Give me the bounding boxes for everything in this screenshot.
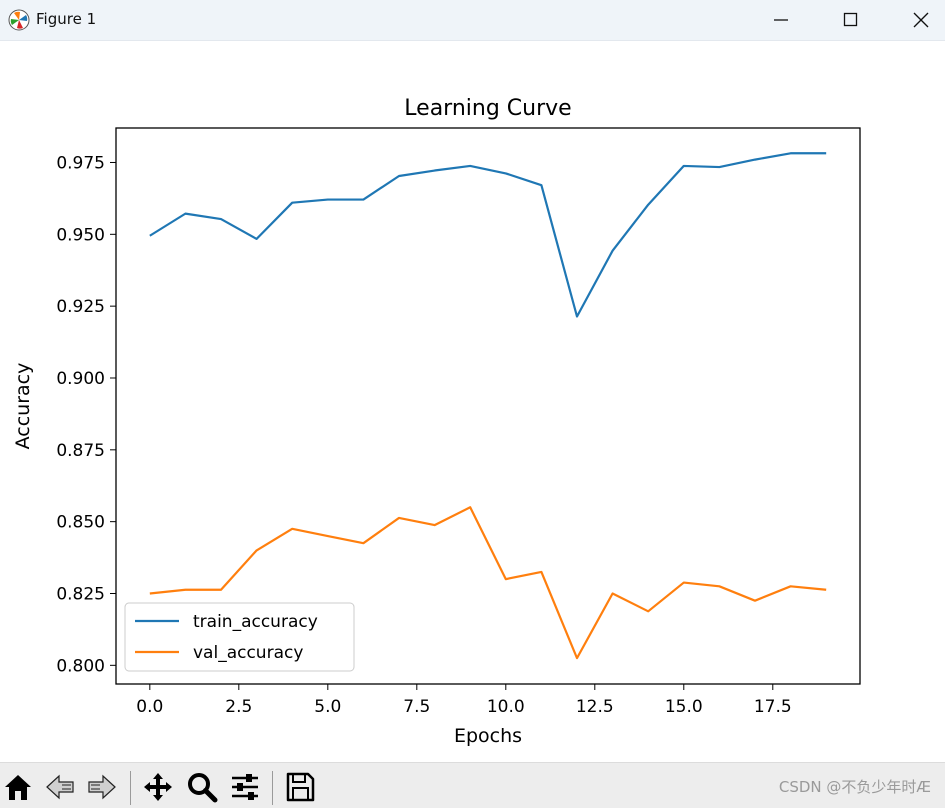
y-axis-label: Accuracy (12, 363, 34, 450)
configure-subplots-icon (232, 774, 258, 800)
toolbar-separator (130, 771, 131, 805)
pan-button[interactable] (140, 769, 176, 805)
forward-arrow-icon (88, 774, 116, 800)
window-title: Figure 1 (36, 10, 97, 28)
minimize-icon (774, 19, 788, 21)
legend-label: val_accuracy (193, 643, 303, 663)
maximize-icon (843, 12, 858, 27)
zoom-button[interactable] (184, 769, 220, 805)
x-tick-label: 10.0 (487, 697, 525, 717)
series-line-train-accuracy (149, 152, 827, 318)
x-tick-label: 7.5 (403, 697, 430, 717)
back-button[interactable] (42, 769, 78, 805)
y-tick-label: 0.900 (56, 369, 105, 389)
watermark-text: CSDN @不负少年时Æ (778, 778, 931, 796)
forward-button[interactable] (84, 769, 120, 805)
x-tick-label: 12.5 (576, 697, 614, 717)
window-titlebar: Figure 1 (0, 0, 945, 41)
x-axis-label: Epochs (454, 725, 522, 747)
legend-box (124, 602, 355, 672)
minimize-button[interactable] (758, 0, 804, 40)
back-arrow-icon (46, 774, 74, 800)
plot-area-frame (115, 127, 861, 685)
toolbar-separator (272, 771, 273, 805)
x-tick-label: 15.0 (665, 697, 703, 717)
close-button[interactable] (898, 0, 944, 40)
y-tick-label: 0.875 (56, 441, 105, 461)
home-icon (5, 775, 31, 800)
pan-icon (144, 773, 172, 801)
maximize-button[interactable] (828, 0, 874, 40)
chart-title: Learning Curve (404, 96, 571, 121)
figure-canvas[interactable]: 0.800 0.825 0.850 0.875 0.900 0.925 0.950 0.975… (0, 41, 945, 762)
close-icon (913, 12, 929, 28)
x-tick-label: 0.0 (136, 697, 163, 717)
learning-curve-chart: 0.800 0.825 0.850 0.875 0.900 0.925 0.950 0.975… (12, 96, 861, 747)
x-tick-label: 5.0 (314, 697, 341, 717)
x-tick-label: 17.5 (754, 697, 792, 717)
save-icon (286, 772, 315, 802)
y-tick-label: 0.800 (56, 656, 105, 676)
y-tick-label: 0.975 (56, 153, 105, 173)
navigation-toolbar: CSDN @不负少年时Æ (0, 762, 945, 808)
x-tick-label: 2.5 (225, 697, 252, 717)
matplotlib-logo-icon (8, 9, 30, 31)
home-button[interactable] (0, 769, 36, 805)
y-tick-label: 0.825 (56, 584, 105, 604)
y-tick-label: 0.850 (56, 513, 105, 533)
legend-label: train_accuracy (193, 612, 318, 632)
zoom-icon (188, 773, 218, 803)
y-tick-label: 0.925 (56, 297, 105, 317)
series-line-val-accuracy (149, 506, 827, 660)
save-button[interactable] (282, 769, 318, 805)
configure-subplots-button[interactable] (227, 769, 263, 805)
y-tick-label: 0.950 (56, 225, 105, 245)
